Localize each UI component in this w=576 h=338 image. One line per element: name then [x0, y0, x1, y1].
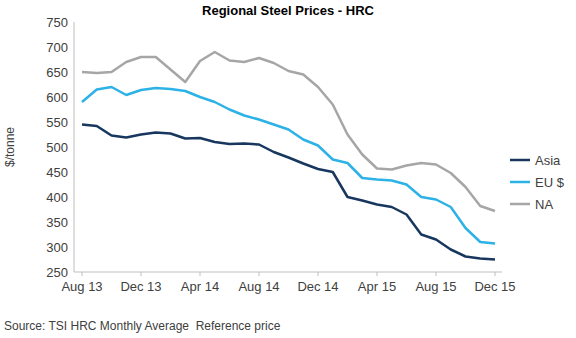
- legend-label: NA: [535, 197, 553, 212]
- x-tick: [318, 272, 319, 276]
- x-tick: [377, 272, 378, 276]
- x-tick-label: Apr 14: [181, 279, 219, 294]
- x-tick-label: Aug 14: [238, 279, 279, 294]
- x-axis: [74, 272, 502, 273]
- legend-swatch: [510, 159, 530, 162]
- y-tick-label: 750: [46, 15, 68, 30]
- series-line: [82, 125, 495, 260]
- x-tick: [259, 272, 260, 276]
- x-tick: [200, 272, 201, 276]
- y-tick-label: 600: [46, 90, 68, 105]
- y-tick-label: 500: [46, 140, 68, 155]
- y-axis-label: $/tonne: [3, 127, 17, 167]
- x-tick-label: Aug 15: [415, 279, 456, 294]
- y-tick-label: 350: [46, 215, 68, 230]
- plot-area: [82, 52, 495, 260]
- x-tick: [436, 272, 437, 276]
- y-tick-label: 450: [46, 165, 68, 180]
- y-tick-label: 550: [46, 115, 68, 130]
- x-tick: [141, 272, 142, 276]
- x-tick-label: Dec 15: [474, 279, 515, 294]
- source-note: Source: TSI HRC Monthly Average Referenc…: [4, 319, 281, 333]
- y-tick-label: 300: [46, 240, 68, 255]
- legend-swatch: [510, 181, 530, 184]
- x-tick-label: Dec 13: [120, 279, 161, 294]
- x-tick-label: Aug 13: [61, 279, 102, 294]
- series-line: [82, 52, 495, 211]
- legend-swatch: [510, 203, 530, 206]
- x-tick-label: Apr 15: [358, 279, 396, 294]
- legend-label: Asia: [535, 153, 561, 168]
- x-tick-label: Dec 14: [297, 279, 338, 294]
- y-tick-label: 250: [46, 265, 68, 280]
- y-tick-label: 700: [46, 40, 68, 55]
- legend-label: EU $: [535, 175, 565, 190]
- y-tick-label: 650: [46, 65, 68, 80]
- x-tick: [495, 272, 496, 276]
- y-axis: [74, 22, 75, 272]
- x-tick: [82, 272, 83, 276]
- chart: Regional Steel Prices - HRC $/tonne 250 300…: [0, 0, 576, 338]
- y-tick-label: 400: [46, 190, 68, 205]
- title: Regional Steel Prices - HRC: [202, 3, 375, 18]
